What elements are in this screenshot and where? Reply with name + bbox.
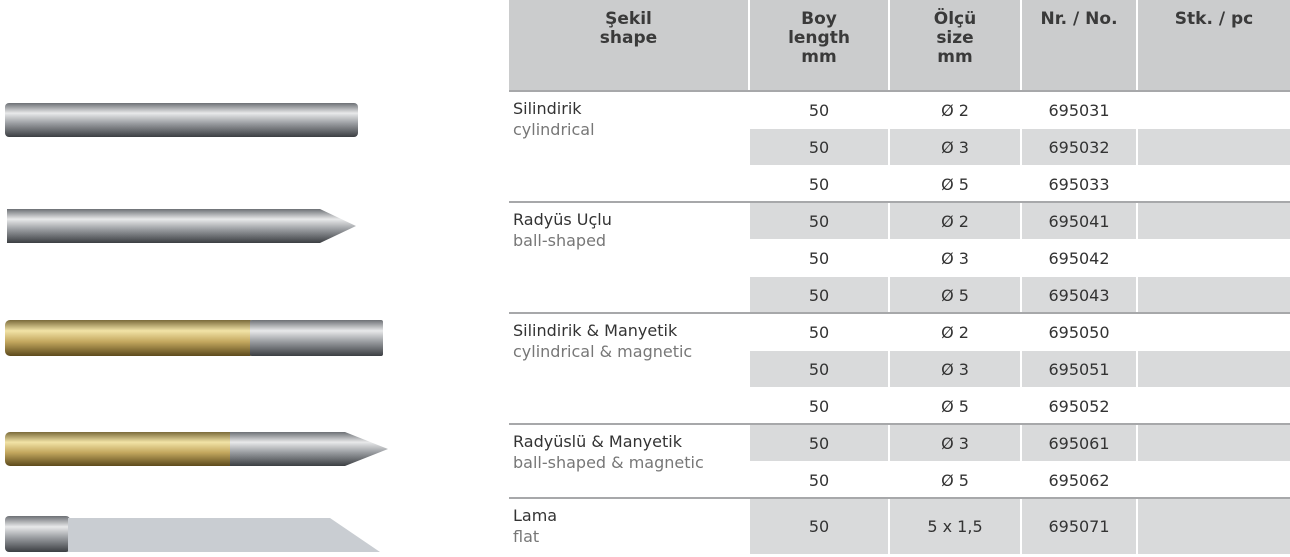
cell-empty xyxy=(1136,351,1290,387)
cell-empty xyxy=(1136,314,1290,350)
cell-empty xyxy=(1136,277,1290,313)
cell-length: 50 xyxy=(748,425,888,461)
cell-empty xyxy=(1136,92,1290,128)
header-text: Ölçü xyxy=(934,10,976,29)
cell-empty xyxy=(1136,425,1290,461)
cell-size: Ø 5 xyxy=(888,462,1020,498)
name-en: ball-shaped xyxy=(513,230,612,251)
name-en: flat xyxy=(513,526,557,547)
header-text: Boy xyxy=(801,10,837,29)
cell-length: 50 xyxy=(748,203,888,239)
cell-number: 695041 xyxy=(1020,203,1136,239)
header-text: length xyxy=(788,29,850,48)
cell-number: 695051 xyxy=(1020,351,1136,387)
name-tr: Lama xyxy=(513,505,557,526)
cell-size: Ø 3 xyxy=(888,240,1020,276)
cell-size: 5 x 1,5 xyxy=(888,499,1020,554)
cell-number: 695042 xyxy=(1020,240,1136,276)
cell-size: Ø 3 xyxy=(888,425,1020,461)
product-images xyxy=(0,0,505,557)
cell-length: 50 xyxy=(748,240,888,276)
cell-empty xyxy=(1136,203,1290,239)
cell-length: 50 xyxy=(748,388,888,424)
cell-size: Ø 3 xyxy=(888,351,1020,387)
cell-size: Ø 2 xyxy=(888,314,1020,350)
cell-number: 695033 xyxy=(1020,166,1136,202)
cell-length: 50 xyxy=(748,166,888,202)
cell-length: 50 xyxy=(748,499,888,554)
cell-length: 50 xyxy=(748,129,888,165)
cell-number: 695061 xyxy=(1020,425,1136,461)
cell-length: 50 xyxy=(748,92,888,128)
name-en: cylindrical xyxy=(513,119,595,140)
name-tr: Radyüs Uçlu xyxy=(513,209,612,230)
cell-length: 50 xyxy=(748,462,888,498)
cell-length: 50 xyxy=(748,314,888,350)
header-text: mm xyxy=(937,48,972,67)
cell-empty xyxy=(1136,462,1290,498)
cell-empty xyxy=(1136,129,1290,165)
name-tr: Silindirik & Manyetik xyxy=(513,320,692,341)
header-text: size xyxy=(936,29,973,48)
header-text: Stk. / pc xyxy=(1175,10,1253,29)
cell-length: 50 xyxy=(748,277,888,313)
pin-cylindrical xyxy=(5,103,358,137)
pin-flat-blade xyxy=(68,518,380,552)
header-text: Nr. / No. xyxy=(1040,10,1117,29)
cell-number: 695062 xyxy=(1020,462,1136,498)
cell-number: 695052 xyxy=(1020,388,1136,424)
cell-number: 695031 xyxy=(1020,92,1136,128)
pin-magnetic-gold xyxy=(5,320,255,356)
pin-ball-magnetic-gold xyxy=(5,432,235,466)
cell-number: 695032 xyxy=(1020,129,1136,165)
cell-size: Ø 5 xyxy=(888,166,1020,202)
cell-number: 695050 xyxy=(1020,314,1136,350)
pin-ball-magnetic-steel xyxy=(230,432,388,466)
cell-size: Ø 5 xyxy=(888,388,1020,424)
name-en: cylindrical & magnetic xyxy=(513,341,692,362)
cell-empty xyxy=(1136,166,1290,202)
cell-number: 695071 xyxy=(1020,499,1136,554)
cell-size: Ø 5 xyxy=(888,277,1020,313)
pin-flat-shank xyxy=(5,516,70,552)
header-cell: Stk. / pc xyxy=(1136,0,1290,90)
cell-size: Ø 3 xyxy=(888,129,1020,165)
header-cell: Nr. / No. xyxy=(1020,0,1136,90)
pin-ball xyxy=(7,209,356,243)
name-tr: Radyüslü & Manyetik xyxy=(513,431,704,452)
cell-empty xyxy=(1136,388,1290,424)
page: ŞekilshapeBoylengthmmÖlçüsizemmNr. / No.… xyxy=(0,0,1290,557)
cell-size: Ø 2 xyxy=(888,203,1020,239)
cell-size: Ø 2 xyxy=(888,92,1020,128)
header-text: shape xyxy=(600,29,657,48)
header-text: mm xyxy=(801,48,836,67)
cell-empty xyxy=(1136,240,1290,276)
name-en: ball-shaped & magnetic xyxy=(513,452,704,473)
name-tr: Silindirik xyxy=(513,98,595,119)
pin-magnetic-steel xyxy=(250,320,383,356)
cell-number: 695043 xyxy=(1020,277,1136,313)
cell-length: 50 xyxy=(748,351,888,387)
cell-empty xyxy=(1136,499,1290,554)
header-text: Şekil xyxy=(605,10,652,29)
